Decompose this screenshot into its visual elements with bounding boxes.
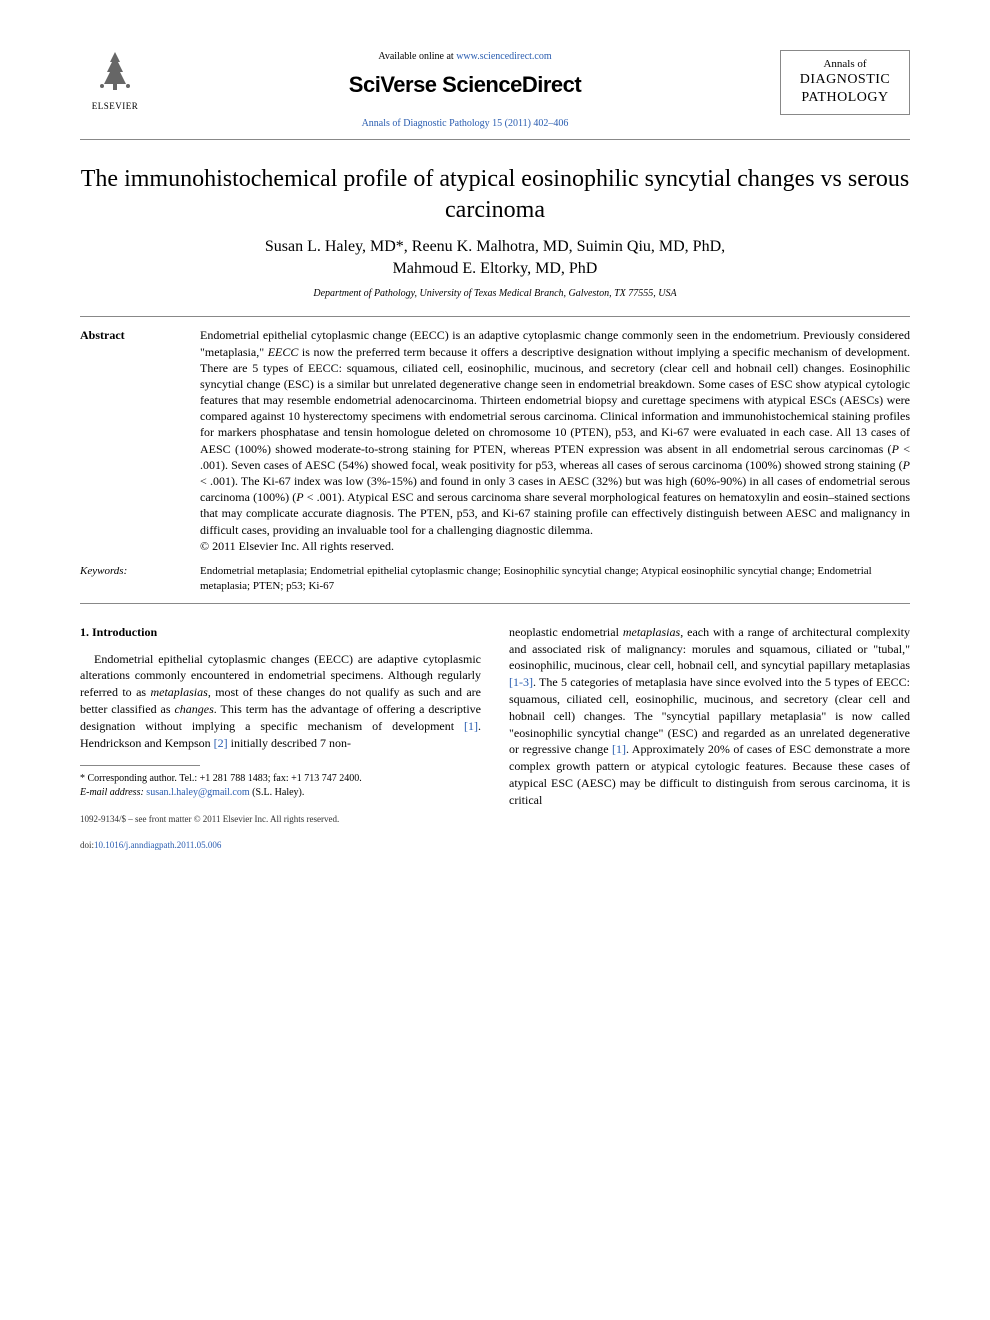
sciencedirect-url[interactable]: www.sciencedirect.com [456, 51, 551, 62]
abstract-label: Abstract [80, 327, 200, 554]
abstract-seg-c: is now the preferred term because it off… [200, 345, 910, 456]
email-address[interactable]: susan.l.haley@gmail.com [146, 787, 249, 798]
keywords-block: Keywords: Endometrial metaplasia; Endome… [80, 564, 910, 595]
journal-logo-box: Annals of DIAGNOSTIC PATHOLOGY [780, 50, 910, 115]
journal-logo-line2: DIAGNOSTIC [785, 71, 905, 89]
available-prefix: Available online at [378, 51, 456, 62]
email-label: E-mail address: [80, 787, 146, 798]
intro-l-g: initially described 7 non- [228, 736, 351, 750]
elsevier-tree-icon [80, 50, 150, 98]
abstract-seg-d: P [892, 442, 899, 456]
ref-link-1b[interactable]: [1] [612, 742, 626, 756]
authors: Susan L. Haley, MD*, Reenu K. Malhotra, … [80, 236, 910, 281]
intro-r-b: metaplasias [623, 625, 680, 639]
abstract-seg-i: < .001). Atypical ESC and serous carcino… [200, 490, 910, 536]
keywords-label: Keywords: [80, 564, 200, 595]
page-header: ELSEVIER Available online at www.science… [80, 50, 910, 131]
authors-line2: Mahmoud E. Eltorky, MD, PhD [80, 258, 910, 280]
doi-link[interactable]: 10.1016/j.anndiagpath.2011.05.006 [94, 840, 221, 850]
abstract-copyright: © 2011 Elsevier Inc. All rights reserved… [200, 539, 394, 553]
intro-l-d: changes [174, 702, 213, 716]
email-line: E-mail address: susan.l.haley@gmail.com … [80, 786, 481, 800]
footer-doi: doi:10.1016/j.anndiagpath.2011.05.006 [80, 839, 481, 851]
ref-link-2[interactable]: [2] [214, 736, 228, 750]
rule-below-keywords [80, 603, 910, 604]
journal-logo-line1: Annals of [785, 57, 905, 71]
intro-para-right: neoplastic endometrial metaplasias, each… [509, 624, 910, 809]
abstract-seg-h: P [296, 490, 303, 504]
intro-para-left: Endometrial epithelial cytoplasmic chang… [80, 651, 481, 752]
abstract-seg-f: P [903, 458, 910, 472]
authors-line1: Susan L. Haley, MD*, Reenu K. Malhotra, … [80, 236, 910, 258]
sciverse-part1: SciVerse [349, 72, 442, 97]
intro-r-a: neoplastic endometrial [509, 625, 623, 639]
keywords-text: Endometrial metaplasia; Endometrial epit… [200, 564, 910, 595]
elsevier-label: ELSEVIER [80, 100, 150, 112]
column-right: neoplastic endometrial metaplasias, each… [509, 624, 910, 852]
footnote-rule [80, 765, 200, 766]
rule-above-abstract [80, 316, 910, 317]
column-left: 1. Introduction Endometrial epithelial c… [80, 624, 481, 852]
available-online-text: Available online at www.sciencedirect.co… [170, 50, 760, 64]
ref-link-1-3[interactable]: [1-3] [509, 675, 533, 689]
abstract-text: Endometrial epithelial cytoplasmic chang… [200, 327, 910, 554]
journal-reference[interactable]: Annals of Diagnostic Pathology 15 (2011)… [170, 117, 760, 131]
footer-copyright: 1092-9134/$ – see front matter © 2011 El… [80, 813, 481, 825]
journal-logo-line3: PATHOLOGY [785, 89, 905, 107]
sciverse-part2: ScienceDirect [442, 72, 581, 97]
center-header: Available online at www.sciencedirect.co… [150, 50, 780, 131]
ref-link-1[interactable]: [1] [464, 719, 478, 733]
corresponding-author: * Corresponding author. Tel.: +1 281 788… [80, 772, 481, 786]
body-columns: 1. Introduction Endometrial epithelial c… [80, 624, 910, 852]
doi-label: doi: [80, 840, 94, 850]
article-title: The immunohistochemical profile of atypi… [80, 164, 910, 226]
intro-l-b: metaplasias [150, 685, 207, 699]
sciverse-logo: SciVerse ScienceDirect [170, 70, 760, 100]
abstract-seg-b: EECC [268, 345, 299, 359]
intro-heading: 1. Introduction [80, 624, 481, 641]
rule-top [80, 139, 910, 140]
affiliation: Department of Pathology, University of T… [80, 287, 910, 301]
abstract-block: Abstract Endometrial epithelial cytoplas… [80, 327, 910, 554]
elsevier-logo: ELSEVIER [80, 50, 150, 112]
email-tail: (S.L. Haley). [250, 787, 305, 798]
